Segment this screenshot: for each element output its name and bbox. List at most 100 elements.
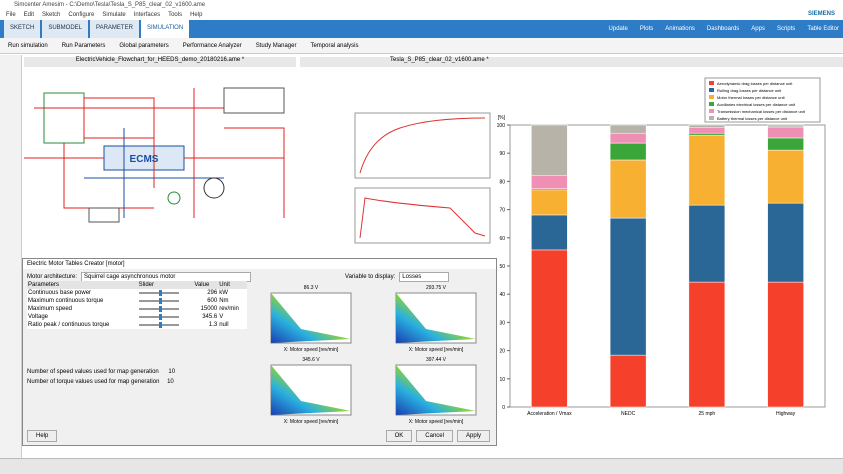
dropdown[interactable]: Losses [399, 272, 450, 282]
map-x-label: X: Motor speed [rev/min] [284, 419, 339, 425]
parameter-value[interactable]: 15000 [200, 306, 218, 312]
plot-curve [359, 197, 486, 239]
bar-segment [531, 124, 568, 177]
cancel-button[interactable]: Cancel [416, 430, 453, 442]
ribbon-tab[interactable]: SUBMODEL [42, 20, 89, 38]
parameter-value[interactable]: 296 [207, 290, 218, 296]
parameter-name: Maximum continuous torque [28, 298, 104, 304]
column-header: Value [194, 282, 210, 288]
ok-button[interactable]: OK [385, 430, 413, 442]
ribbon-tool[interactable]: Table Editor [807, 26, 839, 32]
bar-segment [767, 202, 804, 283]
menu-item[interactable]: Edit [23, 12, 35, 18]
parameter-name: Voltage [28, 314, 49, 320]
ribbon-tab[interactable]: PARAMETER [90, 20, 139, 38]
bar-segment [767, 124, 804, 128]
bar-segment [531, 175, 568, 189]
y-tick-label: 80 [499, 179, 505, 185]
bar-segment [531, 189, 568, 216]
y-tick-label: 20 [499, 349, 505, 355]
parameter-value[interactable]: 1.3 [208, 322, 218, 328]
ribbon-tool[interactable]: Dashboards [706, 26, 740, 32]
parameter-unit: Nm [219, 298, 229, 304]
legend-label: Battery thermal losses per distance unit [717, 116, 788, 121]
toolbar-button[interactable]: Run Parameters [61, 42, 106, 49]
x-tick-label: NEDC [621, 411, 636, 417]
y-tick-label: 30 [499, 320, 505, 326]
toolbar-button[interactable]: Global parameters [119, 42, 169, 49]
ribbon-tab[interactable]: SIMULATION [140, 20, 190, 38]
parameter-unit: kW [219, 290, 228, 296]
map-title: 293.75 V [426, 285, 447, 291]
y-tick-label: 40 [499, 292, 505, 298]
bar-segment [688, 132, 726, 136]
toolbar: Run simulation Run Parameters Global param… [0, 38, 843, 54]
parameter-value[interactable]: 345.6 [202, 314, 218, 320]
ribbon-tool[interactable]: Animations [665, 26, 695, 32]
parameter-value[interactable]: 600 [207, 298, 218, 304]
column-header: Slider [138, 282, 155, 288]
map-settings: Number of speed values used for map gene… [27, 367, 175, 387]
menu-item[interactable]: Tools [168, 12, 183, 18]
parameter-unit: V [219, 314, 224, 320]
spin-value[interactable]: 10 [168, 369, 176, 375]
map-x-label: X: Motor speed [rev/min] [409, 419, 464, 425]
legend-label: Rolling drag losses per distance unit [717, 88, 782, 93]
x-tick-label: Acceleration / Vmax [527, 411, 572, 417]
legend-label: Auxiliaries electrical losses per distan… [717, 102, 796, 107]
y-tick-label: 0 [502, 405, 505, 411]
apply-button[interactable]: Apply [456, 430, 490, 442]
table-row: Ratio peak / continuous torque 1.3 null [27, 321, 247, 329]
menu-bar: File Edit Sketch Configure Simulate Interface… [0, 10, 843, 20]
table-row: Maximum speed 15000 rev/min [27, 305, 247, 313]
status-bar [0, 458, 843, 474]
map-contour [396, 293, 476, 343]
slider [138, 321, 194, 329]
doc-title: Tesla_S_P85_clear_02_v1600.ame * [390, 57, 489, 63]
y-tick-label: 100 [497, 123, 506, 129]
table-row: Continuous base power 296 kW [27, 289, 247, 297]
title-bar: Simcenter Amesim - C:\Demo\Tesla\Tesla_S… [0, 0, 843, 10]
toolbar-button[interactable]: Run simulation [8, 42, 48, 49]
help-button[interactable]: Help [27, 430, 58, 442]
legend-swatch [709, 88, 714, 92]
window-title: Simcenter Amesim - C:\Demo\Tesla\Tesla_S… [14, 2, 206, 8]
legend-label: Aerodynamic drag losses per distance uni… [717, 81, 793, 86]
legend-swatch [709, 95, 714, 99]
toolbar-button[interactable]: Temporal analysis [310, 42, 359, 49]
bar-segment [609, 124, 647, 134]
parameter-table: Parameters Slider Value Unit Continuous base… [27, 281, 247, 329]
legend-box [704, 77, 821, 123]
ribbon-tool[interactable]: Apps [751, 26, 765, 32]
dialog: Electric Motor Tables Creator [motor] Mo… [22, 258, 497, 446]
toolbar-button[interactable]: Study Manager [255, 42, 297, 49]
label: Number of speed values used for map gene… [27, 369, 159, 375]
dialog-title-bar: Electric Motor Tables Creator [motor] [23, 259, 496, 269]
menu-item[interactable]: Configure [68, 12, 95, 18]
x-tick-label: Highway [776, 411, 796, 417]
ribbon-tab[interactable]: SKETCH [4, 20, 41, 38]
doc-tab[interactable]: Tesla_S_P85_clear_02_v1600.ame * [300, 57, 843, 67]
ribbon-tool[interactable]: Plots [639, 26, 654, 32]
bar-segment [688, 281, 726, 408]
label: Variable to display: [345, 274, 396, 280]
toolbar-button[interactable]: Performance Analyzer [182, 42, 242, 49]
menu-item[interactable]: Sketch [42, 12, 61, 18]
plot-frame [354, 112, 491, 179]
bar-segment [767, 137, 804, 151]
ribbon-tool[interactable]: Scripts [776, 26, 796, 32]
label: Motor architecture: [27, 274, 78, 280]
column-header: Unit [219, 282, 230, 288]
legend-label: Transmission mechanical losses per dista… [717, 109, 806, 114]
parameter-name: Ratio peak / continuous torque [28, 322, 110, 328]
menu-item[interactable]: File [6, 12, 16, 18]
ribbon: SKETCH SUBMODEL PARAMETER SIMULATION Update… [0, 20, 843, 38]
spin-value[interactable]: 10 [167, 379, 174, 385]
menu-item[interactable]: Interfaces [133, 12, 161, 18]
menu-item[interactable]: Simulate [102, 12, 126, 18]
doc-tab[interactable]: ElectricVehicle_Flowchart_for_HEEDS_demo… [24, 57, 296, 67]
bar-segment [767, 126, 804, 139]
menu-item[interactable]: Help [190, 12, 203, 18]
label: Number of torque values used for map gen… [27, 379, 160, 385]
ribbon-tool[interactable]: Update [608, 26, 628, 32]
